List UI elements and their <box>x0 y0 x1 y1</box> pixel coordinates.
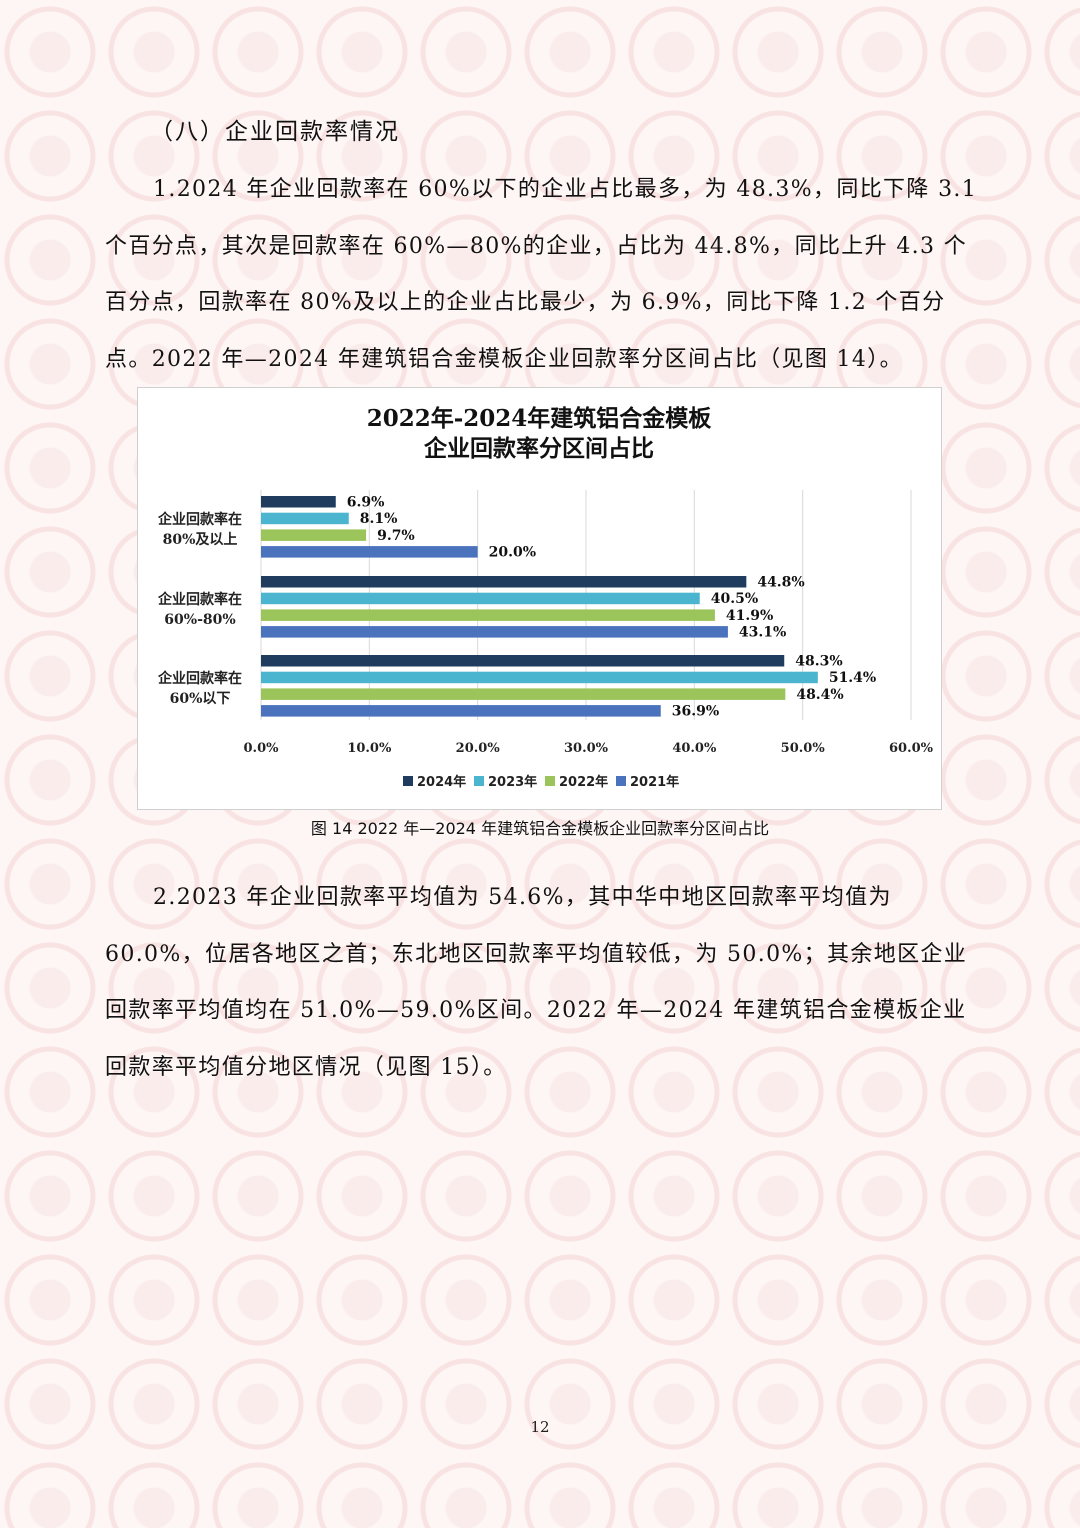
legend-swatch <box>474 776 484 786</box>
legend: 2024年 2023年 2022年 2021年 <box>403 774 679 790</box>
data-label: 44.8% <box>757 575 804 591</box>
bars <box>261 496 818 717</box>
category-label: 60%-80% <box>164 612 235 628</box>
data-labels: 6.9%8.1%9.7% 20.0% 44.8%40.5%41.9%43.1% 48.… <box>347 495 876 720</box>
bar-2021年 <box>261 546 478 558</box>
data-label: 43.1% <box>739 625 786 641</box>
bar-2023年 <box>261 512 349 525</box>
data-label: 36.9% <box>672 704 719 720</box>
x-tick-label: 0.0% <box>244 741 280 756</box>
legend-swatch <box>545 776 555 786</box>
legend-label: 2022年 <box>559 774 608 790</box>
data-label: 20.0% <box>489 545 536 561</box>
x-tick-label: 10.0% <box>347 741 392 756</box>
page-number: 12 <box>530 1418 550 1436</box>
data-label: 48.3% <box>795 654 842 670</box>
chart-title-line-1: 2022年-2024年建筑铝合金模板 <box>367 405 713 432</box>
data-label: 41.9% <box>726 608 773 624</box>
bar-2022年 <box>261 609 715 621</box>
legend-label: 2024年 <box>417 774 466 790</box>
bar-2021年 <box>261 626 728 638</box>
x-tick-label: 50.0% <box>781 741 826 756</box>
paragraph-1: 1.2024 年企业回款率在 60%以下的企业占比最多，为 48.3%，同比下降… <box>105 177 978 372</box>
bar-chart: 2022年-2024年建筑铝合金模板 企业回款率分区间占比 0.0% 10.0% 2… <box>157 405 934 790</box>
data-label: 8.1% <box>360 511 398 527</box>
data-label: 9.7% <box>377 528 415 544</box>
category-label: 60%以下 <box>170 691 231 707</box>
bar-2024年 <box>261 496 336 508</box>
figure-caption: 图 14 2022 年—2024 年建筑铝合金模板企业回款率分区间占比 <box>310 819 770 838</box>
legend-swatch <box>616 776 626 786</box>
x-tick-label: 20.0% <box>456 741 501 756</box>
x-tick-label: 40.0% <box>672 741 717 756</box>
data-label: 48.4% <box>796 687 843 703</box>
data-label: 51.4% <box>829 670 876 686</box>
section-heading: （八）企业回款率情况 <box>150 119 400 145</box>
bar-2024年 <box>261 655 785 667</box>
data-label: 6.9% <box>347 495 385 511</box>
x-tick-label: 60.0% <box>889 741 934 756</box>
x-axis-ticks: 0.0% 10.0% 20.0% 30.0% 40.0% 50.0% 60.0% <box>244 741 934 756</box>
bar-2022年 <box>261 529 367 541</box>
category-label: 企业回款率在 <box>157 670 242 687</box>
bar-2024年 <box>261 576 747 588</box>
bar-2022年 <box>261 688 786 700</box>
bar-2023年 <box>261 592 700 605</box>
x-tick-label: 30.0% <box>564 741 609 756</box>
bar-2021年 <box>261 705 661 717</box>
legend-label: 2021年 <box>630 774 679 790</box>
category-label: 企业回款率在 <box>157 591 242 608</box>
chart-figure: 2022年-2024年建筑铝合金模板 企业回款率分区间占比 0.0% 10.0% 2… <box>137 387 942 810</box>
category-label: 80%及以上 <box>163 532 238 548</box>
category-label: 企业回款率在 <box>157 511 242 528</box>
chart-title-line-2: 企业回款率分区间占比 <box>423 435 654 462</box>
gridlines <box>260 490 912 720</box>
data-label: 40.5% <box>711 591 758 607</box>
legend-swatch <box>403 776 413 786</box>
paragraph-2: 2.2023 年企业回款率平均值为 54.6%，其中华中地区回款率平均值为 60… <box>105 885 968 1080</box>
legend-label: 2023年 <box>488 774 537 790</box>
bar-2023年 <box>261 671 818 684</box>
